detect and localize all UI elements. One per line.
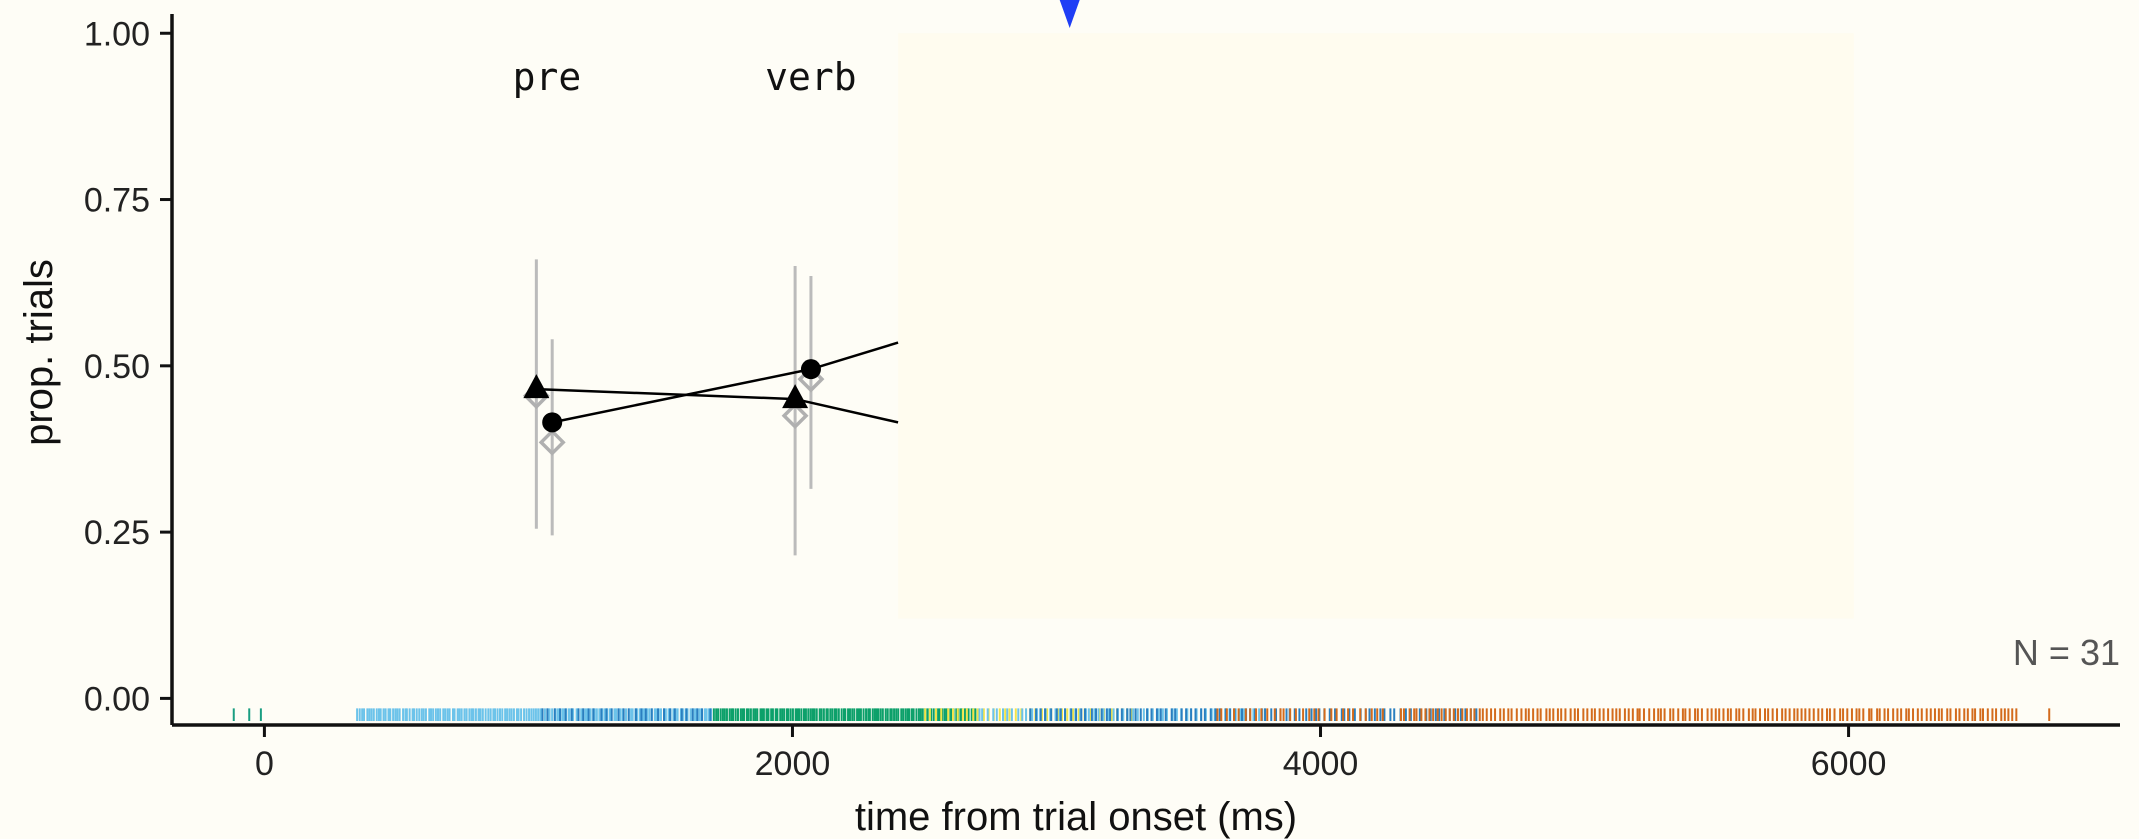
rug-marks	[232, 708, 2051, 721]
diamond-point	[538, 428, 566, 456]
circle-point	[800, 359, 821, 380]
region-labels: pre verb	[513, 55, 857, 99]
diamond-point	[781, 402, 809, 430]
y-axis-ticks: 0.00 0.25 0.50 0.75 1.00	[84, 15, 172, 718]
triangle-point	[782, 384, 809, 409]
x-tick-label: 0	[255, 745, 274, 783]
x-tick-label: 6000	[1811, 745, 1887, 783]
time-marker-icon	[1059, 0, 1080, 28]
region-label-verb: verb	[765, 55, 857, 99]
y-axis-title: prop. trials	[17, 259, 61, 446]
y-tick-label: 1.00	[84, 15, 150, 53]
triangle-point	[523, 374, 550, 399]
n-annotation: N = 31	[2013, 632, 2120, 673]
y-tick-label: 0.25	[84, 514, 150, 552]
y-tick-label: 0.00	[84, 680, 150, 718]
x-axis-title: time from trial onset (ms)	[855, 795, 1297, 839]
x-axis-ticks: 0 2000 4000 6000	[255, 725, 1886, 783]
series-layer	[522, 259, 899, 556]
overlay-panel	[898, 33, 1854, 619]
circle-point	[542, 412, 563, 433]
x-tick-label: 2000	[755, 745, 831, 783]
y-tick-label: 0.75	[84, 182, 150, 220]
x-tick-label: 4000	[1283, 745, 1359, 783]
y-tick-label: 0.50	[84, 348, 150, 386]
region-label-pre: pre	[513, 55, 582, 99]
